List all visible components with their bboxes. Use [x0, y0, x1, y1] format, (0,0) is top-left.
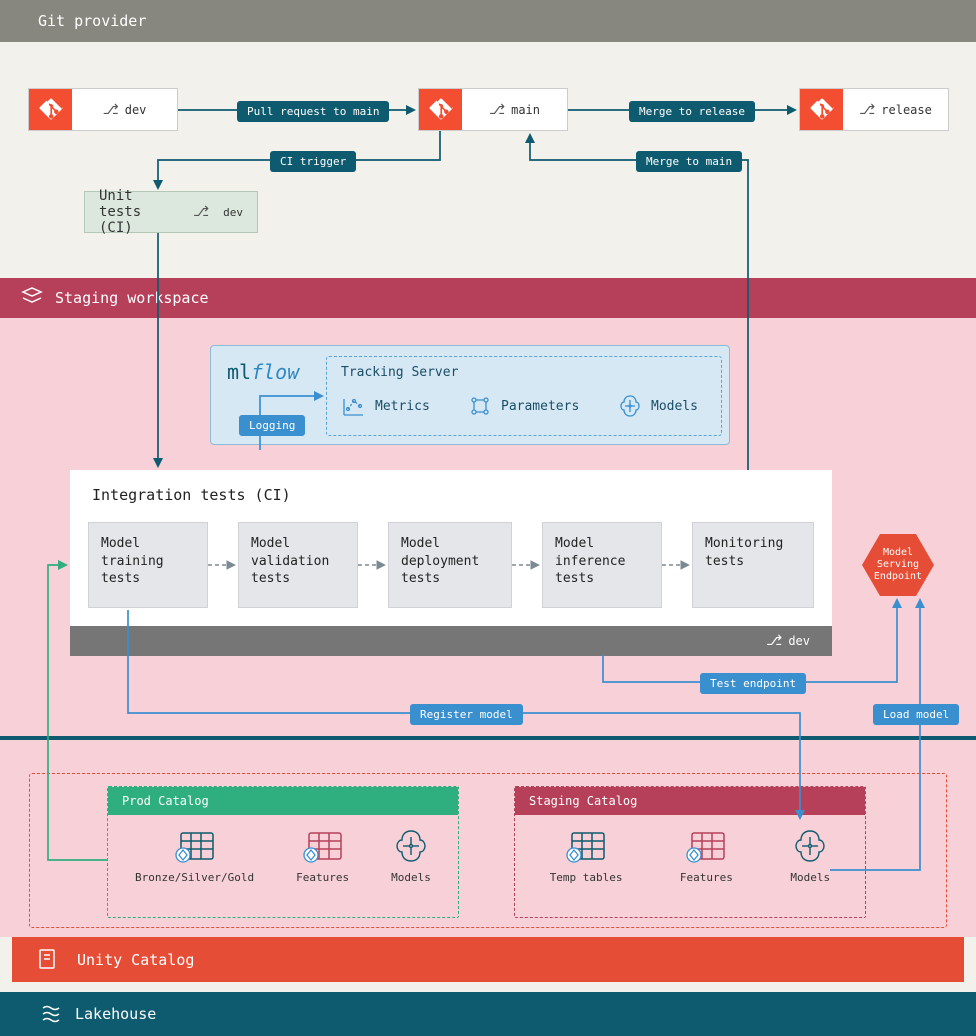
- table-icon: [564, 827, 608, 865]
- test-deployment: Model deployment tests: [388, 522, 512, 608]
- test-monitoring: Monitoring tests: [692, 522, 814, 608]
- table-icon: [301, 827, 345, 865]
- stack-icon: [19, 284, 45, 310]
- metrics-icon: [341, 393, 367, 419]
- branch-dev: dev: [125, 103, 147, 117]
- lakehouse-label: Lakehouse: [75, 1005, 156, 1023]
- table-icon: [684, 827, 728, 865]
- integration-panel: Integration tests (CI) Model training te…: [70, 470, 832, 656]
- test-training: Model training tests: [88, 522, 208, 608]
- branch-icon: ⎇: [193, 204, 209, 220]
- branch-icon: ⎇: [489, 102, 505, 118]
- branch-main: main: [511, 103, 540, 117]
- tracking-server-title: Tracking Server: [341, 365, 458, 380]
- pill-merge-release: Merge to release: [629, 101, 755, 122]
- prod-item-features: Features: [296, 827, 349, 884]
- pill-test-endpoint: Test endpoint: [700, 673, 806, 694]
- unity-catalog-bar: Unity Catalog: [12, 937, 964, 982]
- staging-workspace-header: Staging workspace: [0, 278, 976, 318]
- metrics-item: Metrics: [341, 393, 430, 419]
- prod-item-tables: Bronze/Silver/Gold: [135, 827, 254, 884]
- branch-icon: ⎇: [859, 102, 875, 118]
- git-icon: [419, 89, 462, 130]
- git-icon: [29, 89, 72, 130]
- models-item: Models: [617, 393, 698, 419]
- staging-catalog: Staging Catalog Temp tables Features Mod…: [514, 786, 866, 918]
- brain-icon: [790, 827, 830, 865]
- integration-title: Integration tests (CI): [70, 470, 832, 504]
- staging-item-models: Models: [790, 827, 830, 884]
- pill-merge-main: Merge to main: [636, 151, 742, 172]
- pill-logging: Logging: [239, 415, 305, 436]
- branch-icon: ⎇: [766, 633, 782, 649]
- unit-tests-box: Unit tests (CI) ⎇ dev: [84, 191, 258, 233]
- branch-release: release: [881, 103, 932, 117]
- lakehouse-bar: Lakehouse: [0, 992, 976, 1036]
- parameters-icon: [467, 393, 493, 419]
- unit-tests-branch: dev: [223, 206, 243, 219]
- git-provider-label: Git provider: [38, 12, 146, 30]
- pill-ci-trigger: CI trigger: [270, 151, 356, 172]
- pill-register-model: Register model: [410, 704, 523, 725]
- catalog-icon: [36, 946, 62, 972]
- git-provider-header: Git provider: [0, 0, 976, 42]
- tracking-server-box: Tracking Server Metrics Parameters Model…: [326, 356, 722, 436]
- prod-catalog-header: Prod Catalog: [108, 787, 458, 815]
- branch-icon: ⎇: [103, 102, 119, 118]
- parameters-item: Parameters: [467, 393, 579, 419]
- staging-item-features: Features: [680, 827, 733, 884]
- prod-item-models: Models: [391, 827, 431, 884]
- unit-tests-label: Unit tests (CI): [99, 188, 179, 236]
- mlflow-logo: mlflow: [227, 360, 299, 384]
- staging-item-temp: Temp tables: [550, 827, 623, 884]
- git-node-release: ⎇ release: [799, 88, 949, 131]
- waves-icon: [40, 1000, 66, 1026]
- models-icon: [617, 393, 643, 419]
- pill-pull-request: Pull request to main: [237, 101, 389, 122]
- pill-load-model: Load model: [873, 704, 959, 725]
- git-provider-body: [0, 42, 976, 278]
- staging-workspace-label: Staging workspace: [55, 289, 209, 307]
- prod-catalog: Prod Catalog Bronze/Silver/Gold Features…: [107, 786, 459, 918]
- unity-catalog-label: Unity Catalog: [77, 951, 194, 969]
- git-node-dev: ⎇ dev: [28, 88, 178, 131]
- test-validation: Model validation tests: [238, 522, 358, 608]
- staging-catalog-header: Staging Catalog: [515, 787, 865, 815]
- git-node-main: ⎇ main: [418, 88, 568, 131]
- test-inference: Model inference tests: [542, 522, 662, 608]
- integ-branch: dev: [788, 634, 810, 648]
- table-icon: [173, 827, 217, 865]
- brain-icon: [391, 827, 431, 865]
- git-icon: [800, 89, 843, 130]
